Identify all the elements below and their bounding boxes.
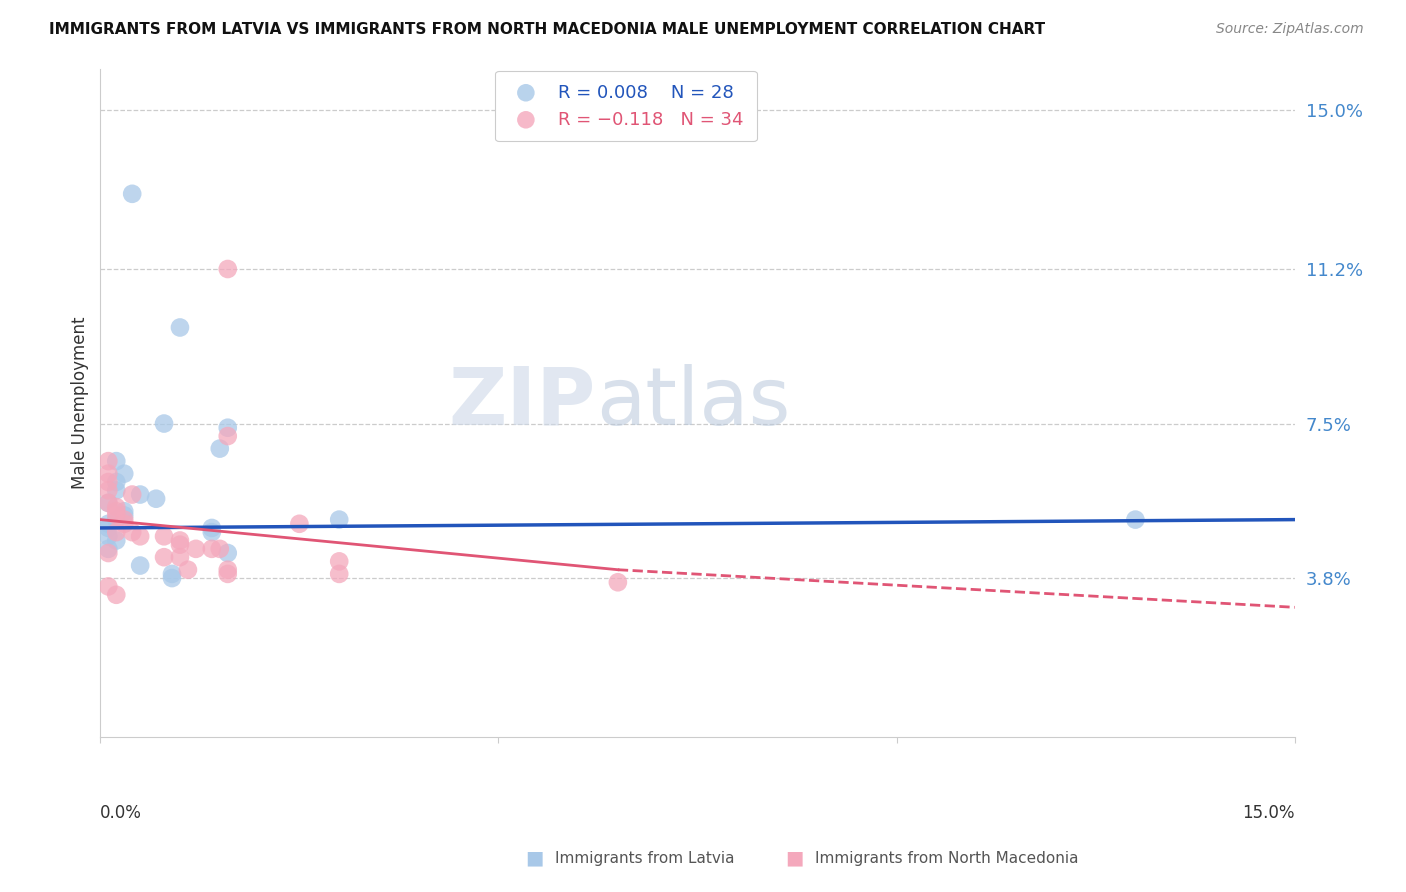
Point bbox=[97, 546, 120, 560]
Text: 15.0%: 15.0% bbox=[1241, 804, 1295, 822]
Point bbox=[121, 525, 143, 540]
Text: ■: ■ bbox=[785, 848, 804, 868]
Point bbox=[217, 563, 239, 577]
Point bbox=[105, 588, 128, 602]
Point bbox=[169, 538, 191, 552]
Text: Immigrants from North Macedonia: Immigrants from North Macedonia bbox=[815, 851, 1078, 865]
Point bbox=[97, 579, 120, 593]
Point bbox=[606, 575, 628, 590]
Text: ■: ■ bbox=[524, 848, 544, 868]
Point bbox=[97, 516, 120, 531]
Point bbox=[112, 467, 135, 481]
Point bbox=[112, 504, 135, 518]
Point bbox=[105, 504, 128, 518]
Point bbox=[129, 558, 152, 573]
Point bbox=[145, 491, 167, 506]
Point bbox=[97, 529, 120, 543]
Point bbox=[105, 533, 128, 548]
Point bbox=[153, 529, 176, 543]
Point bbox=[201, 541, 224, 556]
Text: 0.0%: 0.0% bbox=[100, 804, 142, 822]
Point bbox=[105, 525, 128, 540]
Point bbox=[105, 483, 128, 498]
Point bbox=[97, 496, 120, 510]
Point bbox=[112, 513, 135, 527]
Point bbox=[97, 496, 120, 510]
Point bbox=[153, 417, 176, 431]
Point bbox=[160, 566, 183, 581]
Point bbox=[105, 508, 128, 523]
Point bbox=[97, 467, 120, 481]
Point bbox=[217, 546, 239, 560]
Point bbox=[105, 513, 128, 527]
Point bbox=[97, 475, 120, 489]
Point bbox=[328, 566, 350, 581]
Legend: R = 0.008    N = 28, R = −0.118   N = 34: R = 0.008 N = 28, R = −0.118 N = 34 bbox=[495, 70, 756, 141]
Point bbox=[288, 516, 311, 531]
Point bbox=[217, 429, 239, 443]
Point bbox=[153, 550, 176, 565]
Point bbox=[208, 442, 231, 456]
Point bbox=[129, 529, 152, 543]
Point bbox=[97, 541, 120, 556]
Point bbox=[121, 487, 143, 501]
Point bbox=[97, 521, 120, 535]
Point bbox=[169, 533, 191, 548]
Point bbox=[105, 500, 128, 514]
Text: IMMIGRANTS FROM LATVIA VS IMMIGRANTS FROM NORTH MACEDONIA MALE UNEMPLOYMENT CORR: IMMIGRANTS FROM LATVIA VS IMMIGRANTS FRO… bbox=[49, 22, 1045, 37]
Point bbox=[201, 521, 224, 535]
Point bbox=[169, 550, 191, 565]
Point bbox=[328, 554, 350, 568]
Point bbox=[177, 563, 200, 577]
Point bbox=[1125, 513, 1147, 527]
Point bbox=[169, 320, 191, 334]
Point bbox=[217, 421, 239, 435]
Point bbox=[121, 186, 143, 201]
Text: Immigrants from Latvia: Immigrants from Latvia bbox=[555, 851, 735, 865]
Point bbox=[129, 487, 152, 501]
Point bbox=[217, 262, 239, 277]
Point bbox=[112, 516, 135, 531]
Point bbox=[105, 454, 128, 468]
Point bbox=[160, 571, 183, 585]
Text: ZIP: ZIP bbox=[449, 364, 596, 442]
Point bbox=[105, 475, 128, 489]
Text: Source: ZipAtlas.com: Source: ZipAtlas.com bbox=[1216, 22, 1364, 37]
Y-axis label: Male Unemployment: Male Unemployment bbox=[72, 317, 89, 489]
Point bbox=[97, 454, 120, 468]
Text: atlas: atlas bbox=[596, 364, 790, 442]
Point bbox=[217, 566, 239, 581]
Point bbox=[328, 513, 350, 527]
Point bbox=[97, 483, 120, 498]
Point bbox=[201, 525, 224, 540]
Point bbox=[112, 508, 135, 523]
Point bbox=[184, 541, 207, 556]
Point bbox=[208, 541, 231, 556]
